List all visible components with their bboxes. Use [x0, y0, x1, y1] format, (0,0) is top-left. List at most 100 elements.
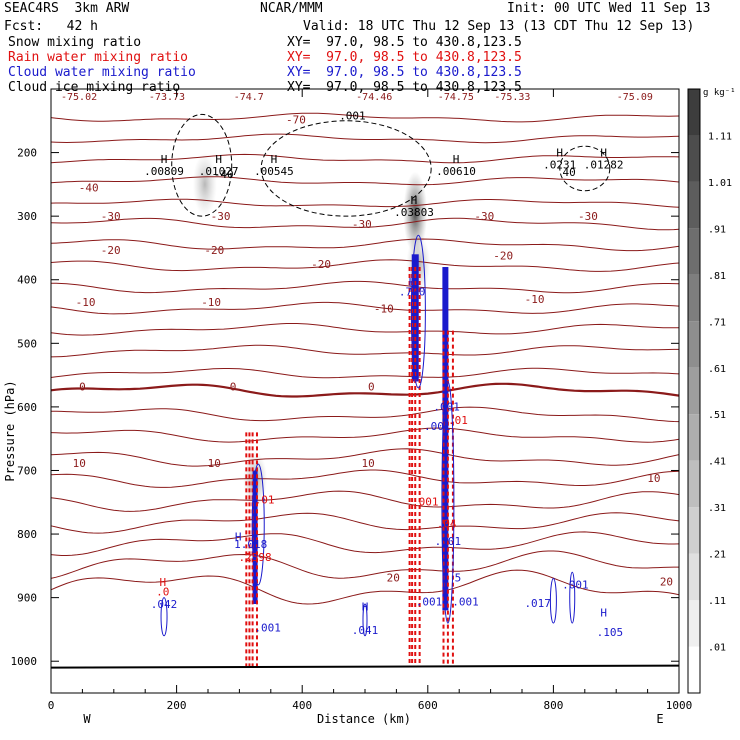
- cloud-water-contour: [410, 234, 426, 389]
- colorbar-label: 1.01: [708, 178, 732, 189]
- y-tick-label: 200: [17, 147, 37, 160]
- colorbar-label: 1.11: [708, 131, 732, 142]
- snow-max-value: .00545: [254, 165, 294, 178]
- snow-max-value: .01282: [584, 158, 624, 171]
- isotherm-label: 20: [660, 576, 673, 589]
- east-label: E: [656, 712, 663, 726]
- isotherm-line: [50, 550, 679, 579]
- isotherm-label: -30: [101, 210, 121, 223]
- cloud-water-contour: [441, 380, 455, 624]
- cloud-water-contour: [160, 597, 168, 637]
- cloud-mixing-contours: [50, 113, 680, 669]
- field-snow-xy: XY= 97.0, 98.5 to 430.8,123.5: [287, 35, 522, 50]
- rain-contour-label: .01: [448, 414, 468, 427]
- colorbar-label: .31: [708, 503, 726, 514]
- isotherm-line: [50, 427, 680, 443]
- west-label: W: [83, 712, 91, 726]
- snow-max-marker: H: [600, 146, 607, 159]
- cloud-water-label: .001: [416, 595, 443, 608]
- ground-line: [50, 664, 680, 669]
- cloud-water-label: .001: [424, 420, 451, 433]
- temperature-contours: [50, 112, 680, 605]
- field-cloud-water-xy: XY= 97.0, 98.5 to 430.8,123.5: [287, 65, 522, 80]
- isotherm-label: -10: [374, 302, 394, 315]
- isotherm-label: 0: [79, 381, 86, 394]
- isotherm-label: 10: [362, 457, 375, 470]
- valid-time: Valid: 18 UTC Thu 12 Sep 13 (13 CDT Thu …: [303, 19, 695, 34]
- isotherm-label: -20: [101, 244, 121, 257]
- cloud-water-label: 5: [455, 572, 462, 585]
- isotherm-line: [50, 217, 680, 231]
- contour-labels: -75.02 -73.73 -74.7 -74.46 -74.75 -75.33 -75.0…: [61, 92, 673, 639]
- isotherm-line: [50, 469, 680, 488]
- snow-max-marker: H: [271, 153, 278, 166]
- x-tick-label: 800: [543, 699, 563, 712]
- cloud-ice-label: .001: [339, 110, 366, 123]
- isotherm-line: [50, 490, 680, 512]
- cloud-water-contour: [569, 571, 576, 624]
- isotherm-label: 10: [647, 472, 660, 485]
- isotherm-label: -20: [311, 258, 331, 271]
- cloud-water-label: H: [600, 607, 607, 620]
- cloud-water-label: .001: [433, 401, 460, 414]
- colorbar-cell: [688, 553, 700, 601]
- snow-max-marker: H: [161, 153, 168, 166]
- init-time: Init: 00 UTC Wed 11 Sep 13: [507, 1, 711, 16]
- cloud-ice-label: 40: [562, 166, 575, 179]
- colorbar-label: .61: [708, 364, 726, 375]
- colorbar: .01 .11 .21 .31 .41 .51 .61 .71 .81 .91 1.01 1.11 g …: [687, 88, 736, 694]
- y-tick-label: 800: [17, 528, 37, 541]
- colorbar-cell: [688, 181, 700, 229]
- isotherm-line: [50, 323, 680, 336]
- isotherm-line: [50, 153, 680, 164]
- top-min-label: -75.33: [494, 92, 530, 103]
- rain-contour-label: .001: [412, 495, 439, 508]
- y-tick-label: 900: [17, 592, 37, 605]
- isotherm-label: 20: [387, 571, 400, 584]
- field-cloud-ice-xy: XY= 97.0, 98.5 to 430.8,123.5: [287, 80, 522, 95]
- y-tick-label: 600: [17, 401, 37, 414]
- colorbar-label: .21: [708, 550, 726, 561]
- colorbar-label: .51: [708, 410, 726, 421]
- colorbar-cell: [688, 89, 700, 136]
- isotherm-line: [50, 531, 680, 556]
- isotherm-label: -20: [493, 250, 513, 263]
- cloud-ice-contour: [171, 113, 233, 217]
- top-min-label: -73.73: [149, 92, 185, 103]
- cloud-ice-contour: [559, 145, 611, 192]
- cloud-water-contour: [362, 603, 368, 637]
- snow-max-marker: H: [453, 153, 460, 166]
- snow-max-marker: H: [411, 194, 418, 207]
- rain-contour-label: .0: [156, 586, 169, 599]
- x-tick-label: 0: [48, 699, 55, 712]
- isotherm-label: -10: [76, 296, 96, 309]
- isotherm-line: [50, 382, 680, 398]
- field-rain-name: Rain water mixing ratio: [8, 50, 189, 65]
- cloud-water-label: .001: [562, 579, 589, 592]
- cloud-water-label: H: [409, 276, 416, 289]
- cloud-water-label: .017: [524, 597, 551, 610]
- isotherm-line: [50, 238, 680, 252]
- cloud-water-core: [442, 267, 449, 611]
- isotherm-line: [50, 280, 680, 294]
- field-cloud-ice-name: Cloud ice mixing ratio: [8, 80, 181, 95]
- isotherm-line: [50, 112, 680, 123]
- isotherm-label: -30: [578, 210, 598, 223]
- colorbar-cell: [688, 135, 700, 182]
- isotherm-line: [50, 259, 680, 272]
- x-tick-label: 200: [167, 699, 187, 712]
- isotherm-line: [50, 176, 680, 186]
- cloud-ice-label: -40: [214, 168, 234, 181]
- snow-shading-blob: [192, 152, 217, 217]
- isotherm-line: [50, 448, 680, 467]
- colorbar-cell: [688, 460, 700, 508]
- colorbar-label: .41: [708, 457, 726, 468]
- cloud-water-label: H: [235, 530, 242, 543]
- isotherm-line: [50, 367, 680, 379]
- isotherm-label: 10: [73, 457, 86, 470]
- colorbar-cell: [688, 274, 700, 322]
- colorbar-cell: [688, 321, 700, 368]
- isotherm-label: -10: [525, 293, 545, 306]
- colorbar-label: .81: [708, 271, 726, 282]
